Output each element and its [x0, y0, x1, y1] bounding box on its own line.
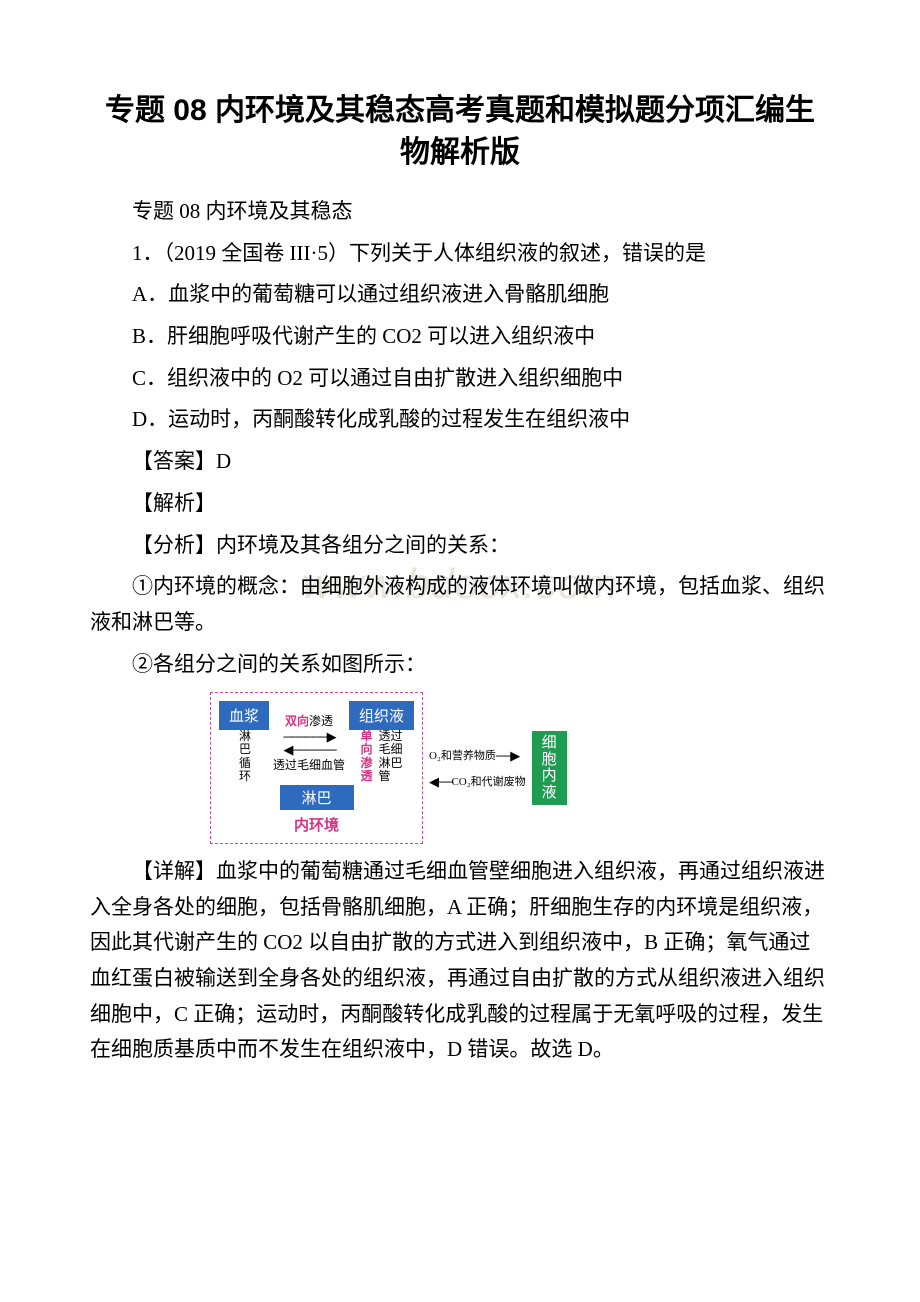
q1-detail: 【详解】血浆中的葡萄糖通过毛细血管壁细胞进入组织液，再通过组织液进入全身各处的细…: [90, 854, 830, 1068]
q1-pt1: ①内环境的概念：由细胞外液构成的液体环境叫做内环境，包括血浆、组织液和淋巴等。: [90, 569, 830, 640]
shentu-label: 渗透: [309, 714, 333, 728]
q1-pt2: ②各组分之间的关系如图所示：: [90, 647, 830, 683]
inner-label: 内环境: [219, 814, 414, 835]
both-label: 双向: [285, 714, 309, 728]
caplymph-label: 透过 毛细 淋巴 管: [379, 730, 403, 783]
intracell-box: 细 胞 内 液: [532, 731, 567, 805]
arrow-right-icon: ──────▶: [283, 730, 334, 743]
single-label: 单 向 渗 透: [361, 730, 373, 783]
lymph-box: 淋巴: [280, 785, 354, 810]
capillary-label: 透过毛细血管: [273, 756, 345, 773]
o2-label: O₂和营养物质: [429, 747, 496, 763]
arrow-left-icon: ◀──────: [283, 743, 334, 756]
relation-diagram: 血浆 淋 巴 循 环 双向渗透 ──────▶ ◀────── 透过毛细血管: [210, 692, 830, 844]
q1-analysis-hd: 【解析】: [90, 486, 830, 522]
arrow-co2-icon: ◀──: [429, 775, 451, 788]
q1-option-c: C．组织液中的 O2 可以通过自由扩散进入组织细胞中: [90, 361, 830, 397]
arrow-o2-icon: ──▶: [496, 749, 518, 762]
tissue-box: 组织液: [349, 701, 414, 730]
q1-option-b: B．肝细胞呼吸代谢产生的 CO2 可以进入组织液中: [90, 319, 830, 355]
lymph-cycle-label: 淋 巴 循 环: [239, 730, 251, 783]
co2-label: CO₂和代谢废物: [451, 773, 525, 789]
q1-fenxi: 【分析】内环境及其各组分之间的关系：: [90, 528, 830, 564]
q1-option-a: A．血浆中的葡萄糖可以通过组织液进入骨骼肌细胞: [90, 277, 830, 313]
subtitle: 专题 08 内环境及其稳态: [90, 194, 830, 230]
page-title: 专题 08 内环境及其稳态高考真题和模拟题分项汇编生物解析版: [90, 90, 830, 174]
q1-option-d: D．运动时，丙酮酸转化成乳酸的过程发生在组织液中: [90, 402, 830, 438]
plasma-box: 血浆: [219, 701, 269, 730]
q1-answer: 【答案】D: [90, 444, 830, 480]
q1-stem: 1．（2019 全国卷 III·5）下列关于人体组织液的叙述，错误的是: [90, 236, 830, 272]
